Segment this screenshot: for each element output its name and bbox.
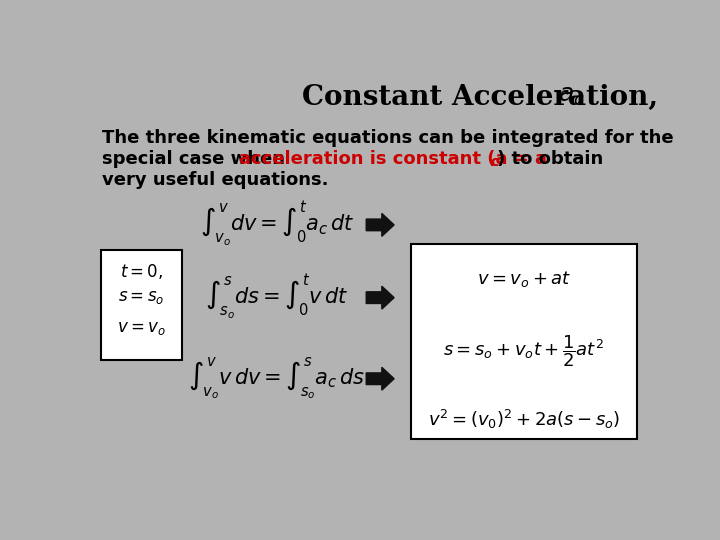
Text: acceleration is constant (a = a: acceleration is constant (a = a	[239, 150, 547, 168]
Text: $v = v_o + at$: $v = v_o + at$	[477, 268, 571, 288]
FancyArrow shape	[366, 367, 394, 390]
FancyArrow shape	[366, 286, 394, 309]
Text: very useful equations.: very useful equations.	[102, 171, 329, 189]
Text: special case when: special case when	[102, 150, 292, 168]
FancyBboxPatch shape	[411, 244, 637, 439]
Text: Constant Acceleration,: Constant Acceleration,	[302, 84, 667, 111]
Text: $v^2 = (v_0)^2 + 2a(s - s_o)$: $v^2 = (v_0)^2 + 2a(s - s_o)$	[428, 408, 620, 431]
Text: $a_c$: $a_c$	[557, 85, 585, 108]
Text: The three kinematic equations can be integrated for the: The three kinematic equations can be int…	[102, 129, 674, 147]
FancyArrow shape	[366, 213, 394, 237]
FancyBboxPatch shape	[101, 250, 182, 360]
Text: $s = s_o$: $s = s_o$	[119, 289, 165, 306]
Text: c: c	[490, 155, 499, 169]
Text: $\int_{v_o}^{v} dv = \int_{0}^{t} a_c\, dt$: $\int_{v_o}^{v} dv = \int_{0}^{t} a_c\, …	[199, 200, 354, 249]
Text: $v = v_o$: $v = v_o$	[117, 320, 166, 336]
Text: $\int_{s_o}^{s} ds = \int_{0}^{t} v\, dt$: $\int_{s_o}^{s} ds = \int_{0}^{t} v\, dt…	[205, 273, 348, 322]
Text: $s = s_o + v_o t + \dfrac{1}{2}at^2$: $s = s_o + v_o t + \dfrac{1}{2}at^2$	[444, 333, 604, 369]
Text: $\int_{v_o}^{v} v\, dv = \int_{s_o}^{s} a_c\, ds$: $\int_{v_o}^{v} v\, dv = \int_{s_o}^{s} …	[189, 356, 366, 402]
Text: $t = 0,$: $t = 0,$	[120, 262, 163, 281]
Text: ) to obtain: ) to obtain	[498, 150, 603, 168]
